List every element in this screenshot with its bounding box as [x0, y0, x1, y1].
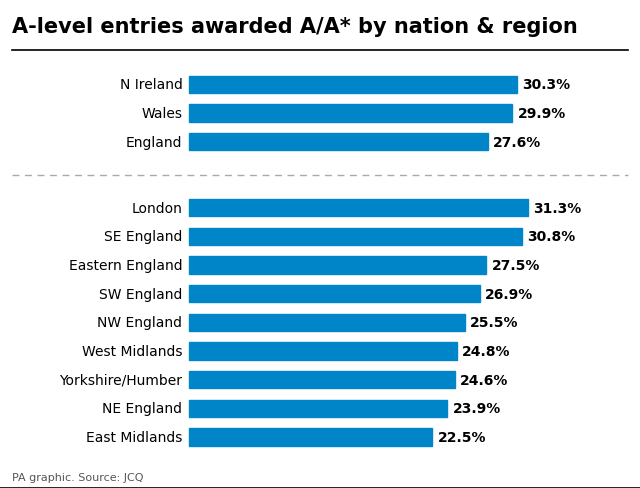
Text: A-level entries awarded A/A* by nation & region: A-level entries awarded A/A* by nation &… — [12, 17, 577, 37]
Text: Yorkshire/Humber: Yorkshire/Humber — [60, 373, 182, 387]
Text: NE England: NE England — [102, 402, 182, 415]
Text: Wales: Wales — [141, 107, 182, 121]
Bar — [189, 428, 433, 446]
Text: 24.6%: 24.6% — [460, 373, 509, 387]
Text: London: London — [132, 201, 182, 215]
Text: 25.5%: 25.5% — [470, 316, 518, 329]
Text: 30.3%: 30.3% — [522, 78, 570, 92]
Text: N Ireland: N Ireland — [120, 78, 182, 92]
Text: 24.8%: 24.8% — [462, 344, 511, 358]
Text: England: England — [126, 135, 182, 149]
Text: 29.9%: 29.9% — [518, 107, 566, 121]
Bar — [189, 343, 457, 360]
Bar — [189, 134, 488, 151]
Text: SE England: SE England — [104, 230, 182, 244]
Text: Eastern England: Eastern England — [68, 258, 182, 272]
Bar — [189, 285, 480, 303]
Bar — [189, 200, 527, 217]
Bar — [189, 257, 486, 274]
Text: SW England: SW England — [99, 287, 182, 301]
Text: 31.3%: 31.3% — [532, 201, 581, 215]
Text: 26.9%: 26.9% — [485, 287, 533, 301]
Bar — [189, 228, 522, 245]
Bar — [189, 371, 455, 388]
Text: East Midlands: East Midlands — [86, 430, 182, 444]
Bar — [189, 400, 447, 417]
Bar — [189, 105, 513, 122]
Text: West Midlands: West Midlands — [82, 344, 182, 358]
Text: 23.9%: 23.9% — [452, 402, 501, 415]
Text: 22.5%: 22.5% — [438, 430, 486, 444]
Bar — [189, 77, 516, 94]
Bar — [189, 314, 465, 331]
Text: 27.6%: 27.6% — [493, 135, 541, 149]
Text: 27.5%: 27.5% — [492, 258, 540, 272]
Text: PA graphic. Source: JCQ: PA graphic. Source: JCQ — [12, 472, 143, 482]
Text: 30.8%: 30.8% — [527, 230, 575, 244]
Text: NW England: NW England — [97, 316, 182, 329]
